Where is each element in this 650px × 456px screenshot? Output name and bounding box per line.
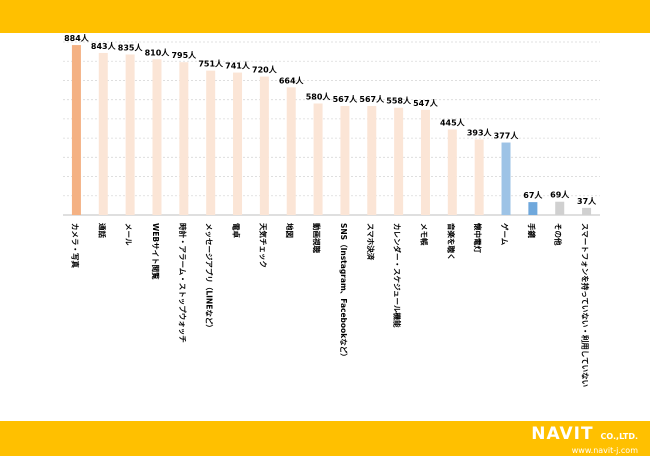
category-label: 電卓 [232, 223, 242, 238]
value-label: 795人 [171, 50, 197, 60]
category-label: その他 [554, 223, 564, 246]
category-label: カメラ・写真 [70, 223, 80, 268]
value-label: 393人 [467, 127, 493, 137]
grid-lines [63, 41, 600, 216]
category-label: SNS（Instagram、Facebookなど） [339, 223, 349, 361]
category-label: 地図 [285, 223, 295, 238]
bar [367, 106, 377, 215]
category-label: 通話 [97, 223, 107, 238]
category-label: スマホ決済 [366, 223, 376, 261]
navit-logo: NAVIT CO.,LTD. www.navit-j.com [531, 425, 638, 455]
value-label: 67人 [523, 190, 543, 200]
value-label: 664人 [279, 75, 305, 85]
category-label: WEBサイト閲覧 [151, 223, 161, 280]
header-band [0, 0, 650, 33]
category-labels: カメラ・写真 通話 メール WEBサイト閲覧 時計・アラーム・ストップウォッチ メッセージ… [70, 222, 590, 388]
category-label: 懐中電灯 [473, 222, 483, 253]
bar [179, 62, 189, 215]
category-label: 動画視聴 [312, 223, 322, 253]
bar [259, 76, 269, 215]
bar [340, 106, 350, 215]
logo-wordmark: NAVIT CO.,LTD. [531, 425, 638, 446]
category-label: メモ帳 [419, 223, 429, 246]
value-label: 547人 [413, 98, 439, 108]
value-label: 567人 [359, 94, 385, 104]
bars [71, 45, 592, 216]
bar [474, 139, 484, 215]
bar [125, 54, 135, 215]
bar [555, 201, 565, 215]
category-label: 手鏡 [527, 223, 537, 238]
bar [394, 107, 404, 215]
value-label: 884人 [64, 33, 90, 43]
value-label: 835人 [118, 42, 144, 52]
bar [528, 202, 538, 215]
category-label: カレンダー・スケジュール機能 [393, 223, 403, 328]
value-label: 751人 [198, 59, 224, 69]
logo-suffix: CO.,LTD. [600, 432, 638, 441]
bar [313, 103, 323, 215]
value-label: 445人 [440, 117, 466, 127]
bar [71, 45, 81, 215]
value-label: 810人 [145, 47, 171, 57]
bar [98, 52, 108, 215]
value-label: 69人 [550, 190, 570, 200]
bar [233, 72, 243, 216]
logo-url: www.navit-j.com [571, 446, 638, 455]
value-label: 580人 [306, 92, 332, 102]
category-label: 音楽を聴く [446, 223, 456, 261]
category-label: ゲーム [500, 223, 510, 246]
value-label: 567人 [333, 94, 359, 104]
bar [501, 142, 511, 215]
bar [447, 129, 457, 215]
logo-brand: NAVIT [531, 424, 594, 444]
value-label: 720人 [252, 65, 278, 75]
footer-band [0, 421, 650, 456]
bar [582, 207, 592, 215]
bar [152, 59, 162, 215]
category-label: メッセージアプリ（LINEなど） [205, 223, 215, 332]
category-label: メール [124, 223, 133, 246]
bar [420, 109, 430, 215]
value-label: 558人 [386, 96, 412, 106]
category-label: スマートフォンを持っていない・利用していない [581, 223, 591, 388]
category-label: 時計・アラーム・ストップウォッチ [178, 223, 188, 343]
value-label: 843人 [91, 41, 117, 51]
bar [286, 87, 296, 215]
value-label: 377人 [494, 131, 520, 141]
bar [206, 70, 216, 215]
value-label: 741人 [225, 61, 251, 71]
category-label: 天気チェック [258, 223, 268, 268]
value-label: 37人 [577, 196, 597, 206]
